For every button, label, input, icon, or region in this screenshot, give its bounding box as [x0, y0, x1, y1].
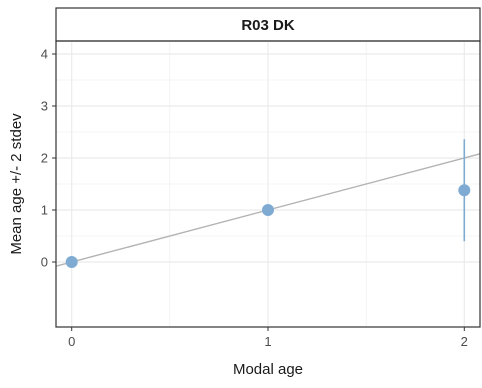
- y-tick-label: 2: [41, 151, 48, 166]
- plot-panel: [55, 40, 481, 328]
- x-tick-label: 2: [461, 334, 468, 349]
- x-axis-title: Modal age: [233, 361, 303, 378]
- facet-title: R03 DK: [241, 17, 295, 34]
- y-tick-label: 3: [41, 99, 48, 114]
- y-axis-title: Mean age +/- 2 stdev: [8, 113, 25, 255]
- x-tick-label: 0: [68, 334, 75, 349]
- y-tick-label: 0: [41, 255, 48, 270]
- data-points: [65, 184, 471, 268]
- data-point: [458, 184, 471, 197]
- data-point: [262, 204, 274, 216]
- x-tick-label: 1: [264, 334, 271, 349]
- y-tick-label: 4: [41, 47, 48, 62]
- y-tick-label: 1: [41, 203, 48, 218]
- facet-strip: [55, 7, 481, 42]
- x-axis-ticks: 0 1 2: [68, 327, 468, 349]
- y-axis-ticks: 0 1 2 3 4: [41, 47, 56, 270]
- data-point: [65, 256, 78, 268]
